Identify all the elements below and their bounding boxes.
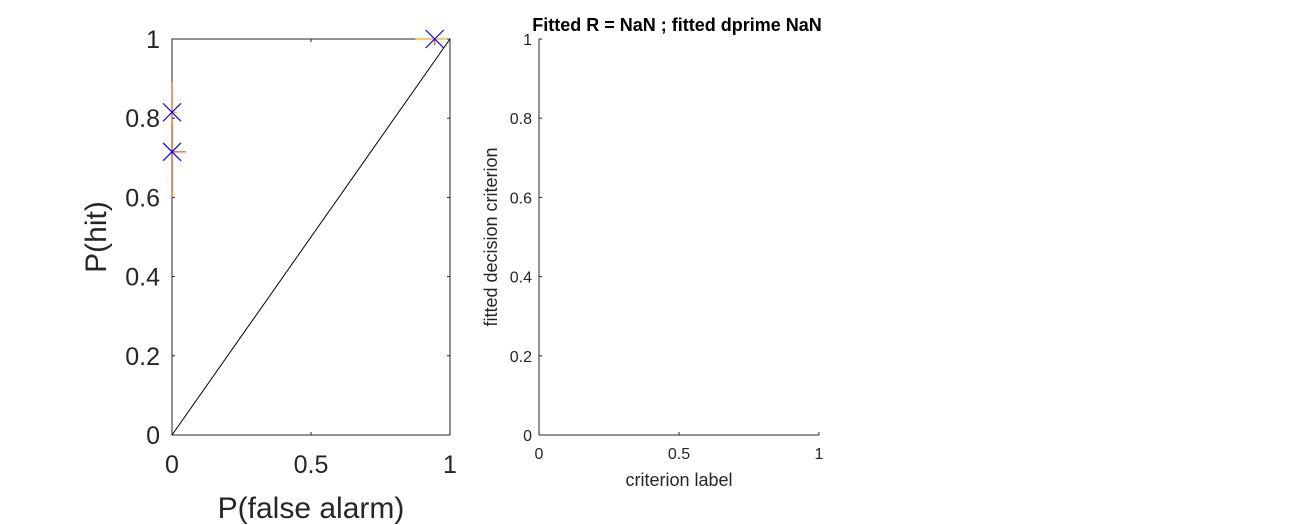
criterion-y-tick-label: 1 [523,32,532,49]
roc-x-tick-label: 1 [443,451,457,479]
criterion-x-tick-label: 0.5 [668,446,690,463]
roc-y-axis-label: P(hit) [80,201,113,273]
criterion-x-ticks: 0 0.5 1 [535,432,824,463]
roc-plot-area [162,29,451,436]
roc-y-tick-label: 0.8 [125,105,160,133]
criterion-x-axis-label: criterion label [625,470,732,490]
roc-x-tick-label: 0.5 [294,451,329,479]
criterion-y-tick-label: 0.4 [510,270,532,287]
roc-x-tick-label: 0 [165,451,179,479]
roc-chance-diagonal [171,38,451,436]
roc-y-ticks: 0 0.2 0.4 0.6 0.8 1 [125,26,450,450]
roc-data-point [425,29,445,49]
roc-axes: 0 0.5 1 00.20.40.60.81 P(false alarm) P(hi… [80,26,457,525]
criterion-chart-title: Fitted R = NaN ; fitted dprime NaN [532,15,822,35]
criterion-y-tick-label: 0 [523,428,532,445]
criterion-y-tick-label: 0.6 [510,190,532,207]
criterion-y-tick-label: 0.8 [510,111,532,128]
roc-y-tick-label: 0 [146,422,160,450]
roc-y-tick-label: 1 [146,26,160,54]
roc-y-tick-label: 0.6 [125,184,160,212]
roc-y-tick-label: 0.4 [125,264,160,292]
roc-y-tick-label: 0.2 [125,343,160,371]
roc-data-point [162,102,182,122]
criterion-y-ticks: 0 0.2 0.4 0.6 0.8 1 [510,32,542,445]
criterion-x-tick-label: 0 [535,446,544,463]
roc-x-ticks: 0 0.5 1 [165,39,457,479]
criterion-x-tick-label: 1 [815,446,824,463]
roc-x-axis-label: P(false alarm) [218,492,405,525]
criterion-y-tick-label: 0.2 [510,349,532,366]
criterion-y-axis-label: fitted decision criterion [481,147,501,326]
roc-data-point [162,142,182,162]
criterion-axes: 0 0.5 1 00.20.40.60.81 Fitted R = NaN ; fi… [481,15,824,490]
